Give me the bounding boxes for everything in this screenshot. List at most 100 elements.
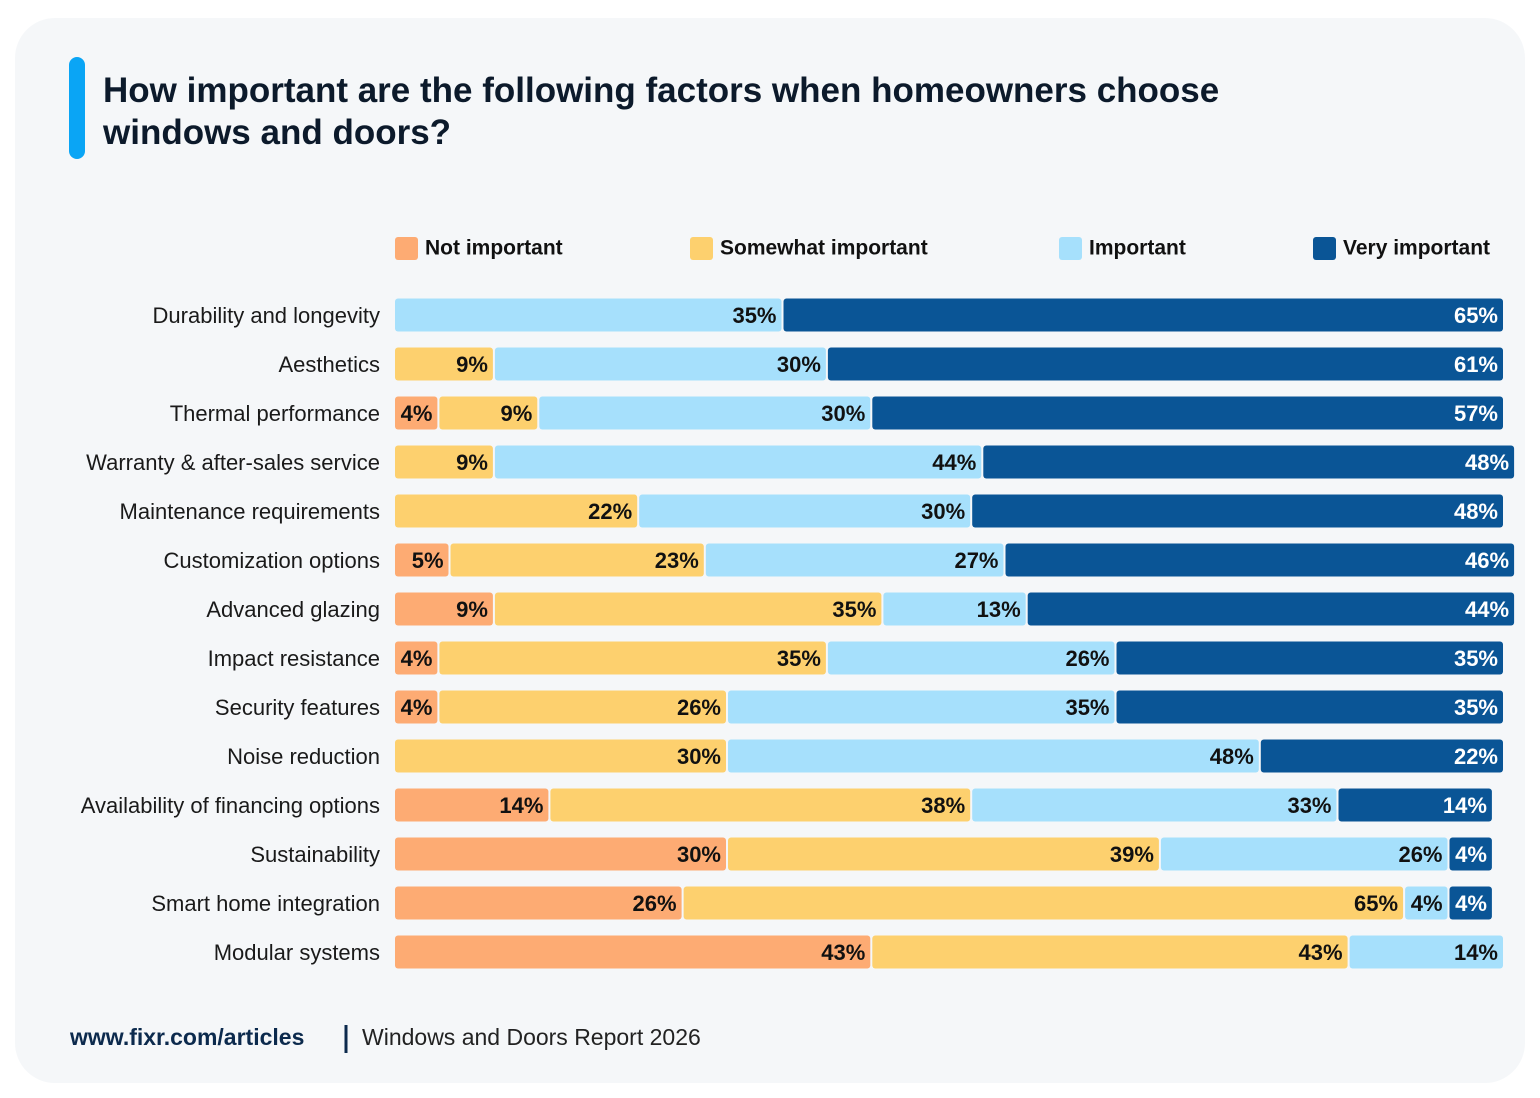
bar-segment — [883, 592, 1026, 626]
value-label: 35% — [777, 646, 821, 671]
bar-segment — [450, 543, 704, 577]
value-label: 9% — [456, 352, 488, 377]
legend-swatch — [1313, 237, 1336, 260]
value-label: 4% — [1455, 891, 1487, 916]
value-label: 38% — [921, 793, 965, 818]
bar-segment — [494, 445, 982, 479]
chart-title: How important are the following factors … — [103, 71, 1220, 152]
value-label: 39% — [1110, 842, 1154, 867]
bar-segment — [683, 886, 1404, 920]
legend-swatch — [690, 237, 713, 260]
y-tick-label: Noise reduction — [227, 744, 380, 769]
bar-segment — [395, 788, 549, 822]
value-label: 14% — [1454, 940, 1498, 965]
value-label: 46% — [1465, 548, 1509, 573]
title-accent — [69, 57, 85, 159]
bar-segment — [728, 690, 1115, 724]
footer-report: Windows and Doors Report 2026 — [362, 1024, 701, 1050]
value-label: 33% — [1287, 793, 1331, 818]
value-label: 43% — [1299, 940, 1343, 965]
value-label: 4% — [1411, 891, 1443, 916]
bar-segment — [1338, 788, 1492, 822]
bar-segment — [1349, 935, 1503, 969]
bar-segment — [395, 690, 438, 724]
value-label: 14% — [499, 793, 543, 818]
value-label: 26% — [633, 891, 677, 916]
y-tick-label: Advanced glazing — [206, 597, 380, 622]
bar-segment — [395, 837, 726, 871]
bar-segment — [439, 690, 726, 724]
bar-segment — [1116, 641, 1503, 675]
value-label: 30% — [821, 401, 865, 426]
y-tick-label: Durability and longevity — [153, 303, 380, 328]
bar-segment — [439, 641, 826, 675]
bar-segment — [395, 886, 682, 920]
value-label: 35% — [1065, 695, 1109, 720]
bar-segment — [705, 543, 1004, 577]
y-tick-label: Maintenance requirements — [120, 499, 380, 524]
bar-segment — [395, 347, 493, 381]
value-label: 13% — [977, 597, 1021, 622]
bar-segment — [439, 396, 538, 430]
bar-segment — [395, 543, 449, 577]
bar-segment — [1405, 886, 1448, 920]
legend-label: Not important — [425, 237, 563, 260]
y-tick-label: Customization options — [164, 548, 380, 573]
value-label: 48% — [1210, 744, 1254, 769]
bar-segment — [1449, 886, 1492, 920]
bar-segment — [1160, 837, 1448, 871]
bar-segment — [728, 837, 1159, 871]
value-label: 48% — [1454, 499, 1498, 524]
bar-segment — [395, 445, 493, 479]
y-tick-label: Availability of financing options — [81, 793, 380, 818]
value-label: 44% — [932, 450, 976, 475]
bar-segment — [972, 788, 1337, 822]
value-label: 30% — [677, 842, 721, 867]
legend-swatch — [395, 237, 418, 260]
value-label: 44% — [1465, 597, 1509, 622]
y-tick-label: Thermal performance — [170, 401, 380, 426]
bar-segment — [1260, 739, 1503, 773]
bar-segment — [1449, 837, 1492, 871]
y-tick-label: Aesthetics — [279, 352, 381, 377]
value-label: 35% — [1454, 646, 1498, 671]
value-label: 35% — [1454, 695, 1498, 720]
bar-segment — [783, 298, 1503, 332]
value-label: 65% — [1454, 303, 1498, 328]
footer-source: www.fixr.com/articles — [69, 1024, 304, 1050]
value-label: 26% — [677, 695, 721, 720]
bar-segment — [395, 641, 438, 675]
bar-segment — [1027, 592, 1515, 626]
y-tick-label: Modular systems — [214, 940, 380, 965]
bar-segment — [395, 935, 871, 969]
value-label: 22% — [1454, 744, 1498, 769]
legend-label: Important — [1089, 237, 1186, 260]
value-label: 9% — [456, 450, 488, 475]
value-label: 4% — [401, 401, 433, 426]
value-label: 30% — [677, 744, 721, 769]
bar-segment — [827, 641, 1115, 675]
bar-segment — [872, 935, 1348, 969]
value-label: 4% — [401, 695, 433, 720]
y-tick-label: Impact resistance — [208, 646, 380, 671]
value-label: 65% — [1354, 891, 1398, 916]
value-label: 5% — [412, 548, 444, 573]
value-label: 61% — [1454, 352, 1498, 377]
value-label: 23% — [655, 548, 699, 573]
bar-segment — [972, 494, 1503, 528]
bar-segment — [983, 445, 1515, 479]
bar-segment — [728, 739, 1259, 773]
bar-segment — [395, 592, 493, 626]
y-tick-label: Security features — [215, 695, 380, 720]
value-label: 27% — [954, 548, 998, 573]
value-label: 22% — [588, 499, 632, 524]
value-label: 30% — [777, 352, 821, 377]
legend-swatch — [1059, 237, 1082, 260]
bar-segment — [494, 347, 826, 381]
y-tick-label: Smart home integration — [151, 891, 380, 916]
bar-segment — [395, 396, 438, 430]
value-label: 9% — [456, 597, 488, 622]
bar-segment — [494, 592, 882, 626]
bar-segment — [1116, 690, 1503, 724]
